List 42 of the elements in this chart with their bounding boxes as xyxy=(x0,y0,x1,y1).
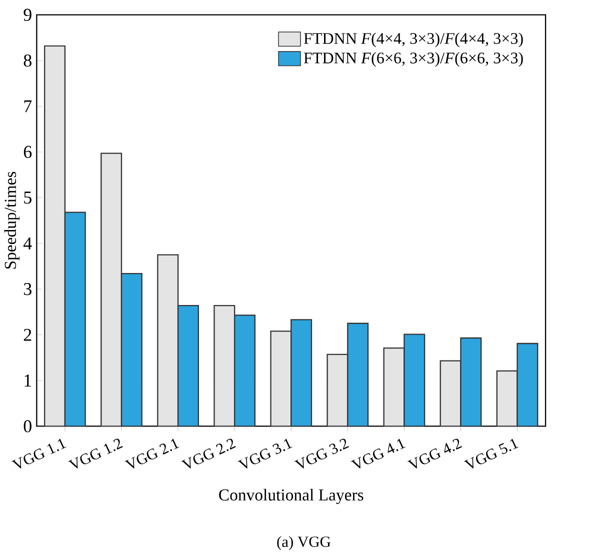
bar xyxy=(440,360,461,426)
bar xyxy=(214,306,235,426)
bar xyxy=(460,338,482,426)
bar xyxy=(270,331,292,426)
text: (a) VGG xyxy=(277,536,330,550)
bar xyxy=(234,315,255,426)
y-axis-title: Speedup/times xyxy=(4,172,20,269)
y-tick-label: 6 xyxy=(24,146,32,158)
x-tick-label: VGG 2.2 xyxy=(181,438,236,469)
y-tick-label: 9 xyxy=(24,8,32,21)
x-tick-label: VGG 3.1 xyxy=(238,438,292,469)
legend-label: FTDNN F(6×6, 3×3)/F(6×6, 3×3) xyxy=(304,52,523,67)
bar xyxy=(178,306,198,426)
y-tick-label: 0 xyxy=(24,420,32,432)
y-tick-label: 7 xyxy=(24,100,32,112)
bar xyxy=(101,153,122,426)
y-tick-label: 2 xyxy=(24,328,32,341)
bar xyxy=(327,354,348,426)
x-tick-label: VGG 1.1 xyxy=(12,438,66,469)
y-tick-label: 1 xyxy=(24,374,32,386)
bar xyxy=(44,46,65,426)
bar xyxy=(121,274,142,426)
x-tick-label: VGG 4.1 xyxy=(350,438,406,469)
y-tick-label: 4 xyxy=(23,237,32,250)
x-tick-label: VGG 3.2 xyxy=(294,438,349,469)
bar xyxy=(384,348,404,426)
bar xyxy=(348,323,368,426)
y-tick-label: 8 xyxy=(24,54,32,67)
legend-label: FTDNN F(4×4, 3×3)/F(4×4, 3×3) xyxy=(304,32,523,48)
bar xyxy=(158,254,178,426)
bar xyxy=(516,342,538,426)
x-tick-label: VGG 1.2 xyxy=(68,438,123,469)
y-tick-label: 3 xyxy=(24,283,32,296)
x-tick-label: VGG 4.2 xyxy=(407,438,462,469)
y-tick-label: 5 xyxy=(24,192,32,204)
bar xyxy=(404,334,425,426)
bar xyxy=(64,212,86,426)
x-tick-label: VGG 2.1 xyxy=(124,438,180,469)
bar xyxy=(496,370,518,426)
bar xyxy=(291,320,312,426)
x-tick-label: VGG 5.1 xyxy=(464,438,519,469)
x-axis-title: Convolutional Layers xyxy=(219,488,364,504)
